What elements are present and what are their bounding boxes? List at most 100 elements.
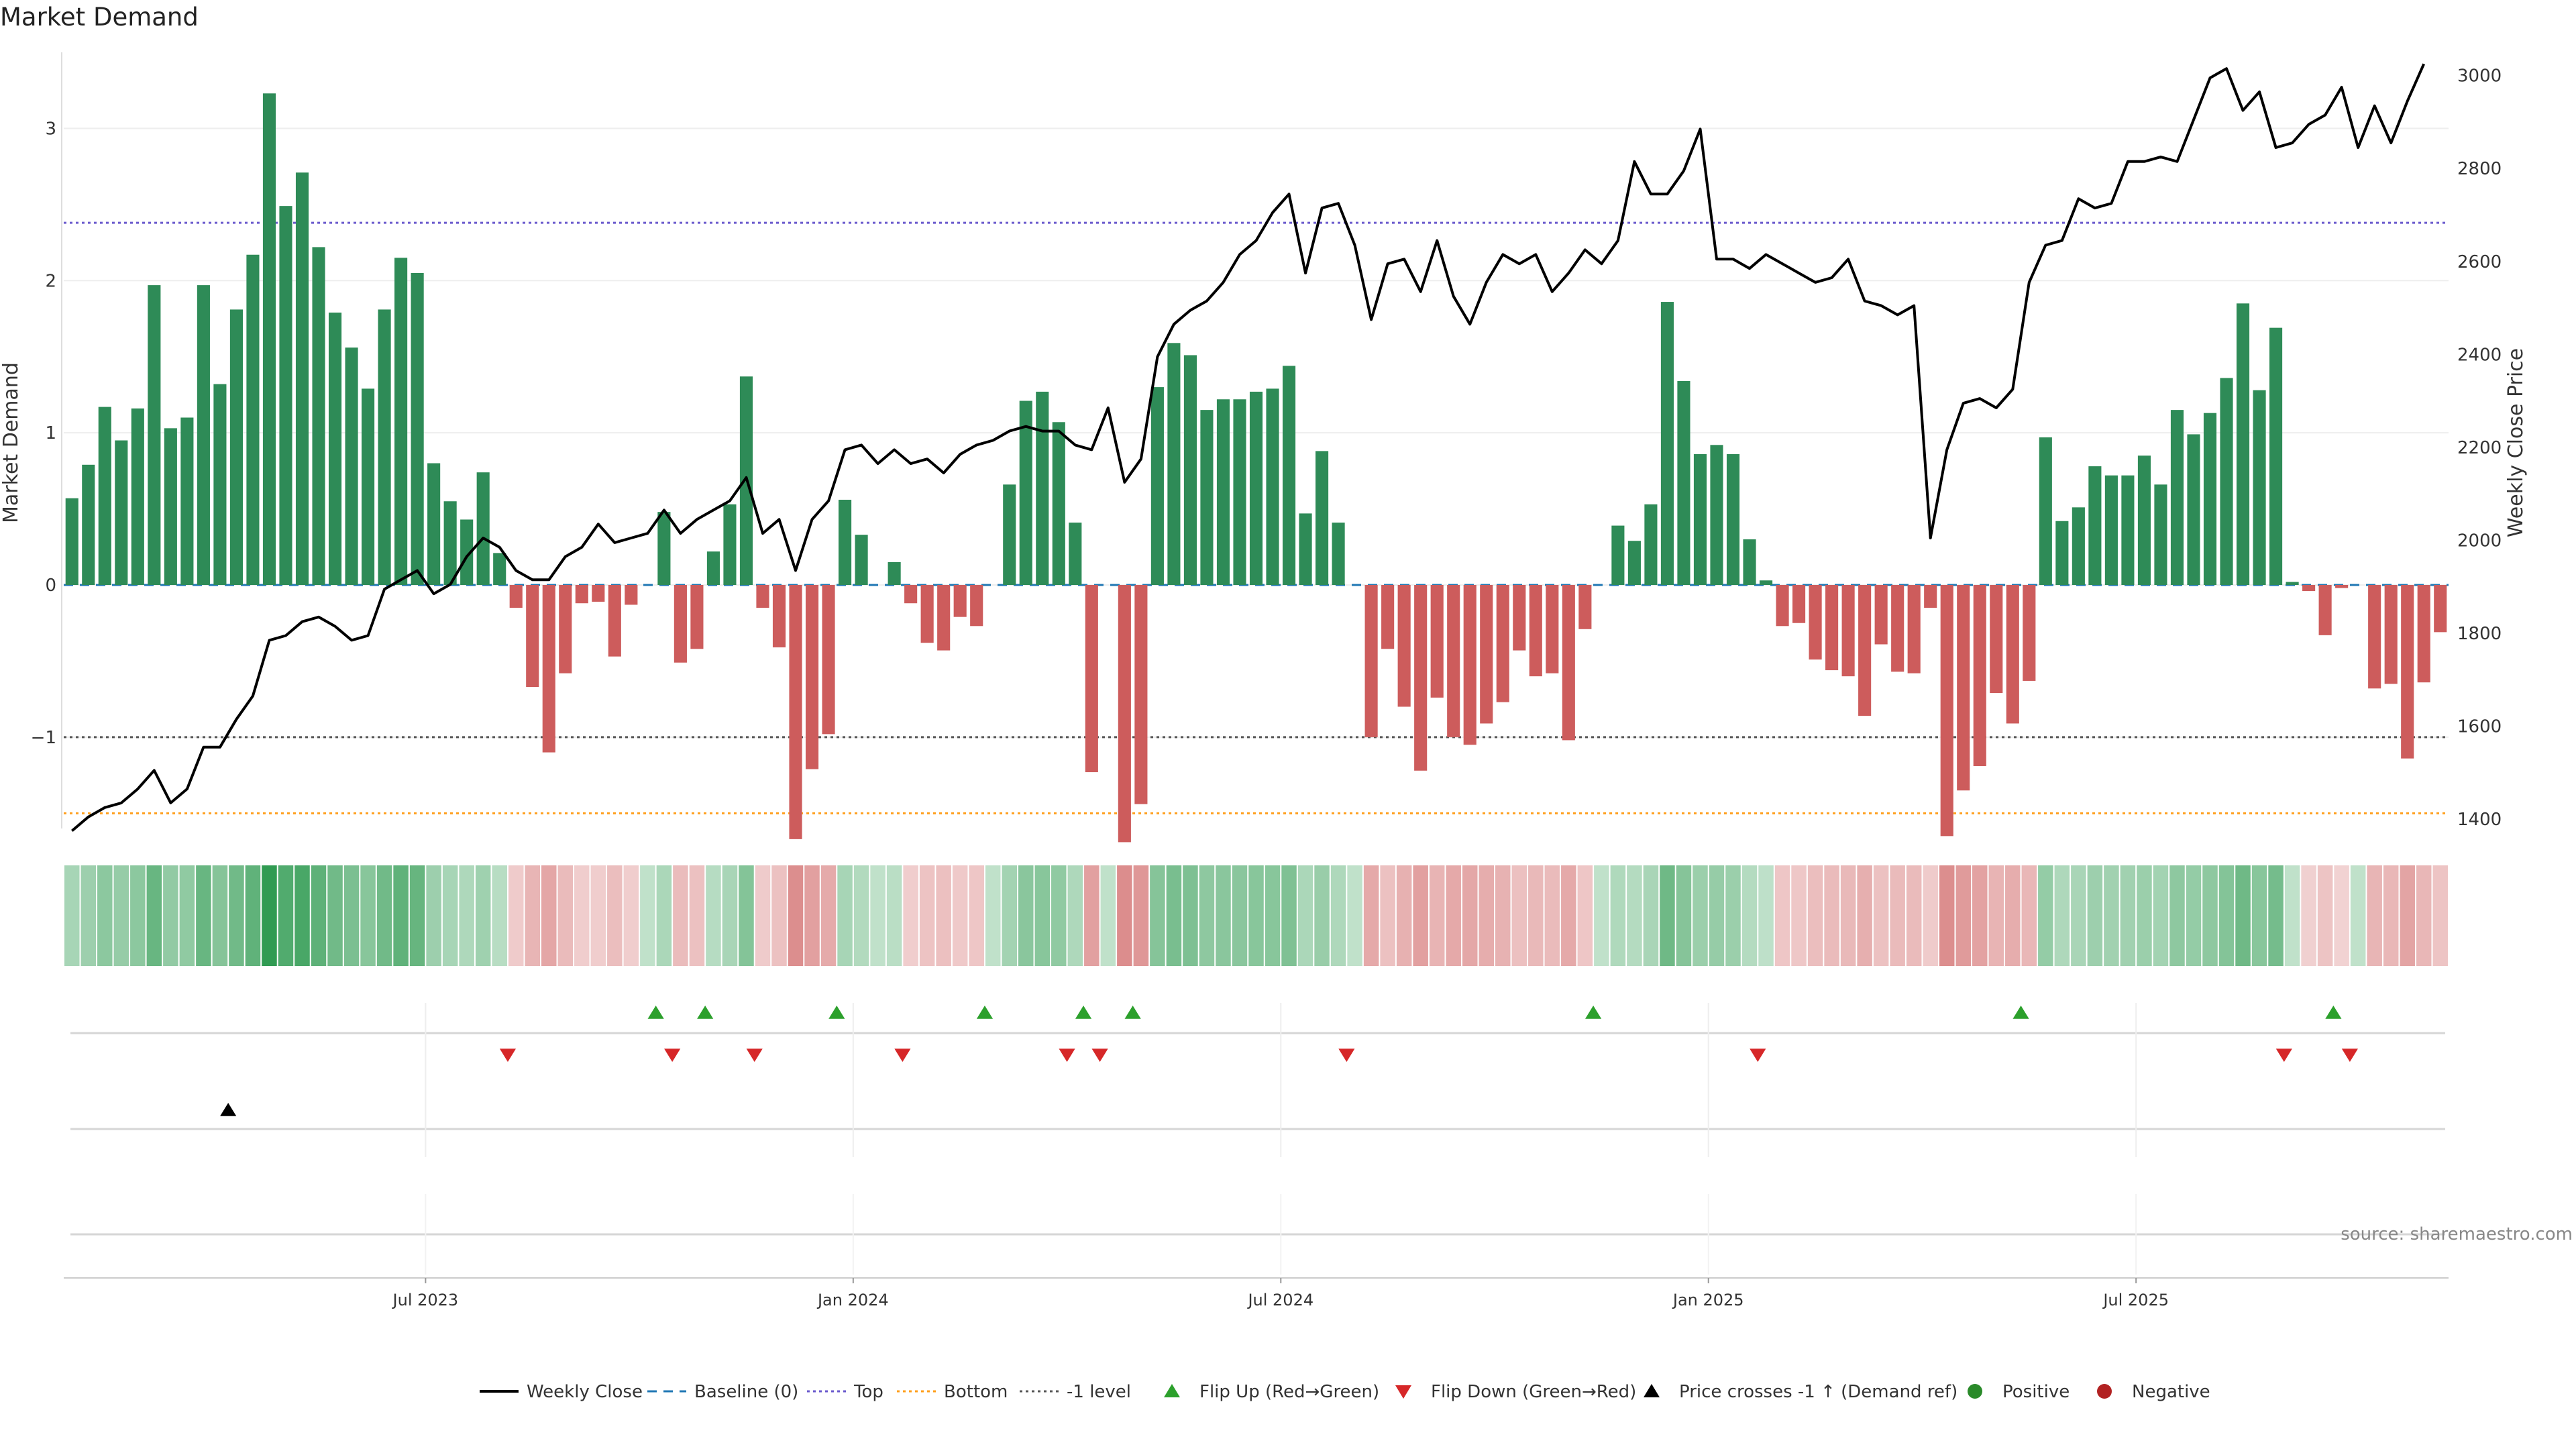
demand-bar — [805, 585, 819, 769]
demand-bar — [1282, 366, 1296, 586]
demand-bar — [2006, 585, 2019, 724]
demand-bar — [2137, 455, 2151, 586]
heat-strip-cell — [739, 865, 754, 966]
demand-bar — [2203, 413, 2217, 586]
demand-bar — [1249, 391, 1263, 586]
demand-bar — [2154, 484, 2167, 586]
heat-strip-cell — [1972, 865, 1988, 966]
heat-strip-cell — [2071, 865, 2086, 966]
heat-strip-cell — [1495, 865, 1511, 966]
heat-strip-cell — [1857, 865, 1872, 966]
flip-up-marker — [828, 1006, 845, 1019]
demand-bar — [1858, 585, 1872, 716]
axes: −1 0 1 2 3 1400 1600 1800 2000 2200 2400 2600 2800 30… — [31, 52, 2502, 830]
heat-strip-cell — [870, 865, 885, 966]
heat-strip-cell — [80, 865, 97, 966]
heat-strip-cell — [2054, 865, 2070, 966]
x-tick-label: Jan 2024 — [816, 1291, 889, 1309]
heat-strip-cell — [1791, 865, 1807, 966]
heat-strip-cell — [2038, 865, 2053, 966]
legend-swatch — [1395, 1385, 1411, 1399]
heat-strip-cell — [1906, 865, 1922, 966]
demand-bar — [839, 499, 852, 586]
heat-strip-cell — [1479, 865, 1494, 966]
heat-strip-cell — [229, 865, 244, 966]
y-tick-label-left: −1 — [31, 728, 56, 748]
heat-strip-cell — [1643, 865, 1659, 966]
demand-bar — [2088, 466, 2102, 586]
heat-strip-cell — [426, 865, 441, 966]
legend-item: Top — [807, 1382, 883, 1402]
heat-strip-cell — [1067, 865, 1083, 966]
demand-bar — [1973, 585, 1986, 766]
legend-label: Top — [853, 1382, 883, 1402]
heat-strip-cell — [1347, 865, 1362, 966]
heat-strip-cell — [1594, 865, 1609, 966]
demand-bar — [1644, 504, 1658, 586]
heat-strip-cell — [722, 865, 738, 966]
heat-strip-cell — [1166, 865, 1182, 966]
heat-strip-cell — [903, 865, 918, 966]
y-tick-label-left: 3 — [45, 119, 56, 139]
heat-strip-cell — [294, 865, 310, 966]
x-tick-label: Jul 2025 — [2102, 1291, 2169, 1309]
heat-strip-cell — [1232, 865, 1248, 966]
heat-strip-cell — [1709, 865, 1725, 966]
demand-bar — [1496, 585, 1509, 702]
demand-bar — [1677, 381, 1690, 586]
flip-up-marker — [697, 1006, 714, 1019]
heat-strip-cell — [1988, 865, 2004, 966]
legend-item: Baseline (0) — [647, 1382, 798, 1402]
demand-bar — [2384, 585, 2398, 684]
demand-bar — [197, 285, 210, 586]
heat-strip-cell — [409, 865, 425, 966]
demand-bar — [1693, 453, 1707, 586]
heat-strip-cell — [2087, 865, 2103, 966]
demand-bar — [1167, 343, 1181, 586]
heat-strip-cell — [1923, 865, 1938, 966]
legend-swatch — [2097, 1384, 2112, 1399]
x-tick-label: Jul 2024 — [1246, 1291, 1313, 1309]
demand-bar — [2121, 475, 2135, 586]
heat-strip-cell — [1248, 865, 1264, 966]
flip-down-marker — [1059, 1049, 1075, 1062]
demand-bar — [756, 585, 769, 608]
heat-strip-cell — [1297, 865, 1313, 966]
legend-label: Price crosses -1 ↑ (Demand ref) — [1679, 1382, 1957, 1402]
demand-bar — [559, 585, 572, 674]
heat-strip-cell — [1758, 865, 1774, 966]
heat-strip-cell — [442, 865, 458, 966]
heat-strip-cell — [1281, 865, 1297, 966]
heat-strip-cell — [919, 865, 935, 966]
heat-strip-cell — [1183, 865, 1198, 966]
heat-strip-cell — [557, 865, 574, 966]
heat-strip-cell — [2301, 865, 2316, 966]
demand-bar — [1660, 302, 1674, 586]
demand-bar — [1825, 585, 1839, 671]
heat-strip-cell — [590, 865, 606, 966]
demand-bar — [2318, 585, 2332, 635]
demand-bar — [953, 585, 967, 617]
demand-bar — [970, 585, 983, 627]
heat-strip-cell — [1890, 865, 1905, 966]
demand-bar — [2072, 507, 2085, 586]
heat-strip-cell — [1774, 865, 1790, 966]
heat-strip-cell — [1084, 865, 1099, 966]
y-axis-label-left: Market Demand — [0, 362, 23, 523]
y-tick-label-left: 2 — [45, 271, 56, 291]
heat-strip-cell — [886, 865, 902, 966]
demand-bar — [115, 440, 128, 586]
demand-bar — [1611, 525, 1625, 586]
heat-strip-cell — [113, 865, 129, 966]
heat-strip-cell — [2367, 865, 2382, 966]
heat-strip-cell — [459, 865, 474, 966]
demand-bar — [674, 585, 687, 663]
heat-strip-cell — [2350, 865, 2366, 966]
demand-bar — [427, 463, 441, 586]
demand-bar — [526, 585, 539, 688]
heat-strip-cell — [1462, 865, 1478, 966]
heat-strip-cell — [212, 865, 228, 966]
demand-bar — [592, 585, 605, 602]
demand-bar — [1397, 585, 1411, 707]
heat-strip-cell — [706, 865, 721, 966]
